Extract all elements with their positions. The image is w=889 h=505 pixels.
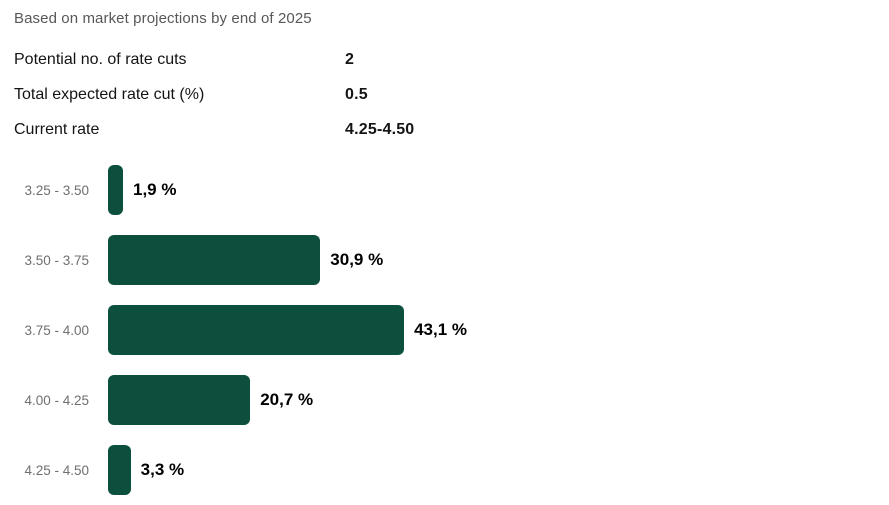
summary-row-value: 4.25-4.50	[345, 120, 415, 138]
rate-probability-bar-chart: 3.25 - 3.50 1,9 % 3.50 - 3.75 30,9 % 3.75 - …	[14, 155, 889, 505]
category-label: 3.75 - 4.00	[24, 322, 89, 338]
summary-row: Total expected rate cut (%) 0.5	[14, 77, 889, 112]
category-label: 4.25 - 4.50	[24, 462, 89, 478]
probability-bar	[108, 305, 405, 355]
probability-bar	[108, 235, 321, 285]
bar-value-label: 43,1 %	[414, 320, 468, 339]
probability-bar	[108, 445, 131, 495]
probability-bar	[108, 375, 251, 425]
chart-subtitle: Based on market projections by end of 20…	[14, 10, 312, 27]
bar-value-label: 20,7 %	[260, 390, 314, 409]
bar-value-label: 3,3 %	[140, 460, 185, 479]
chart-row: 4.25 - 4.50 3,3 %	[14, 435, 889, 505]
summary-table: Potential no. of rate cuts 2 Total expecte…	[14, 42, 889, 147]
chart-row: 4.00 - 4.25 20,7 %	[14, 365, 889, 435]
category-label: 4.00 - 4.25	[24, 392, 89, 408]
summary-row-value: 0.5	[345, 85, 368, 103]
chart-row: 3.75 - 4.00 43,1 %	[14, 295, 889, 365]
chart-row: 3.50 - 3.75 30,9 %	[14, 225, 889, 295]
summary-row: Potential no. of rate cuts 2	[14, 42, 889, 77]
category-label: 3.25 - 3.50	[24, 182, 89, 198]
bar-value-label: 1,9 %	[133, 180, 177, 199]
bar-area: 20,7 %	[108, 365, 313, 435]
chart-row: 3.25 - 3.50 1,9 %	[14, 155, 889, 225]
summary-row-label: Potential no. of rate cuts	[14, 50, 187, 68]
bar-area: 43,1 %	[108, 295, 467, 365]
summary-row-label: Current rate	[14, 120, 100, 138]
bar-area: 30,9 %	[108, 225, 383, 295]
summary-row-label: Total expected rate cut (%)	[14, 85, 205, 103]
bar-area: 3,3 %	[108, 435, 184, 505]
summary-row-value: 2	[345, 50, 355, 68]
bar-value-label: 30,9 %	[330, 250, 384, 269]
category-label: 3.50 - 3.75	[24, 252, 89, 268]
summary-row: Current rate 4.25-4.50	[14, 112, 889, 147]
bar-area: 1,9 %	[108, 155, 176, 225]
probability-bar	[108, 165, 123, 215]
